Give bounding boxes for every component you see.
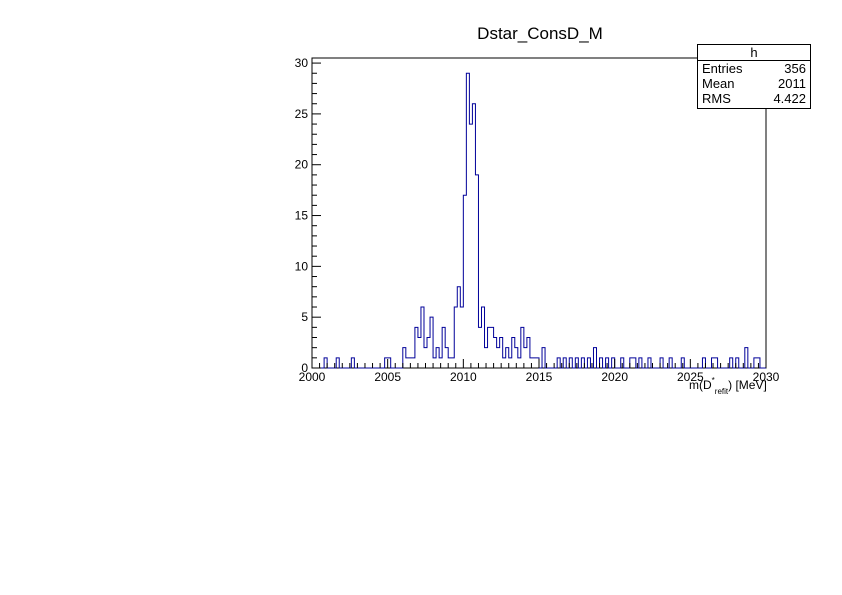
histogram-outline [312,72,766,369]
x-axis-title-main: m(D [689,378,712,392]
stats-label: RMS [702,91,731,106]
stats-value: 356 [784,61,806,76]
stats-box: h Entries 356 Mean 2011 RMS 4.422 [697,44,811,109]
stats-label: Entries [702,61,743,76]
stats-value: 2011 [778,76,806,91]
stats-row-entries: Entries 356 [698,61,810,76]
stats-row-rms: RMS 4.422 [698,91,810,106]
x-axis-title-sub: refit [714,387,729,396]
x-tick-label: 2000 [299,370,326,384]
x-tick-label: 2010 [450,370,477,384]
y-tick-label: 5 [301,310,308,324]
stats-row-mean: Mean 2011 [698,76,810,91]
y-axis: 0 5 10 15 20 25 30 [295,56,321,375]
x-tick-label: 2030 [753,370,780,384]
stats-label: Mean [702,76,735,91]
y-tick-label: 0 [301,361,308,375]
stats-header: h [698,45,810,61]
x-axis-title: m(D* refit) [MeV] [689,376,767,396]
x-tick-label: 2015 [526,370,553,384]
chart-title: Dstar_ConsD_M [477,24,603,43]
y-tick-label: 10 [295,259,309,273]
x-tick-label: 2020 [601,370,628,384]
x-tick-label: 2005 [374,370,401,384]
y-tick-label: 25 [295,107,309,121]
y-tick-label: 30 [295,56,309,70]
x-tick-label: 2025 [677,370,704,384]
y-tick-label: 20 [295,158,309,172]
x-axis-title-sup: * [711,376,715,385]
x-axis: 2000 2005 2010 2015 2020 2025 2030 [299,359,780,384]
x-axis-title-suffix: ) [MeV] [728,378,767,392]
y-tick-label: 15 [295,209,309,223]
stats-value: 4.422 [773,91,806,106]
